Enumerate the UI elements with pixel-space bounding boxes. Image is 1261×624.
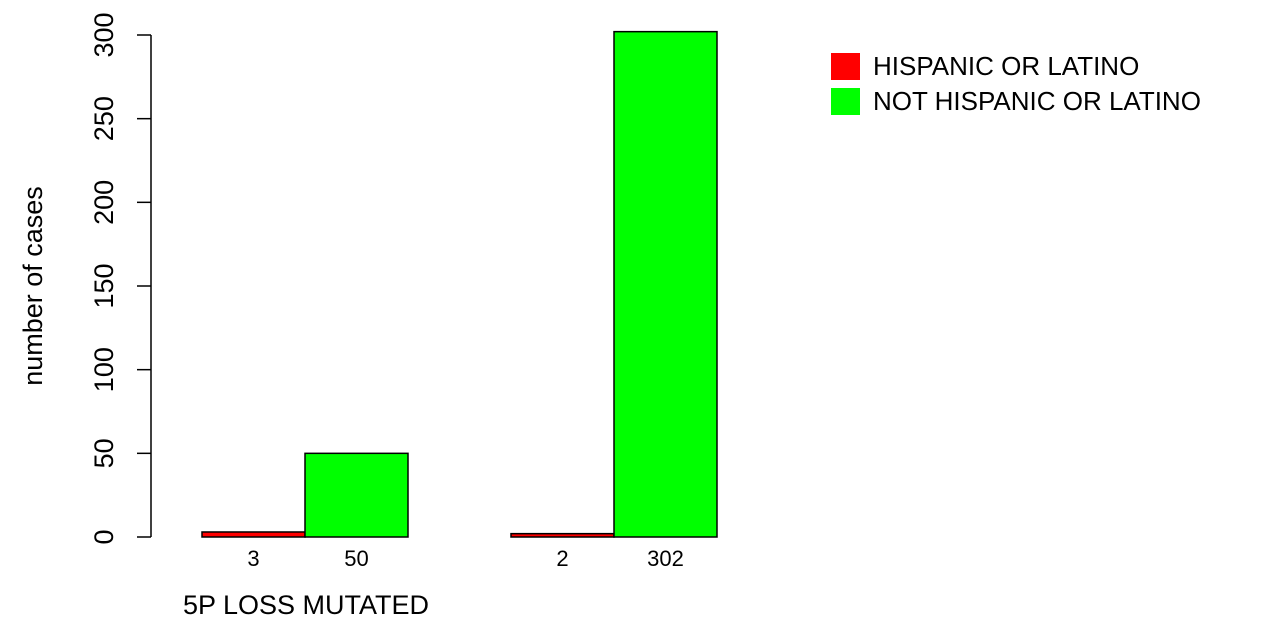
bar-count-label: 2	[556, 546, 568, 571]
bar-count-label: 3	[247, 546, 259, 571]
bar-count-label: 50	[344, 546, 368, 571]
y-tick-label: 0	[89, 529, 119, 544]
bars	[201, 30, 718, 538]
legend-swatch-not-hispanic	[831, 88, 860, 115]
bar	[304, 452, 409, 538]
legend-label-hispanic: HISPANIC OR LATINO	[873, 51, 1139, 81]
y-axis: 0 50 100 150 200 250 300	[89, 12, 152, 545]
bar	[201, 531, 306, 538]
x-axis-title: 5P LOSS MUTATED	[183, 590, 429, 619]
y-tick-label: 100	[89, 347, 119, 392]
y-axis-title: number of cases	[18, 186, 48, 386]
bar-count-label: 302	[647, 546, 684, 571]
y-tick-label: 300	[89, 12, 119, 57]
y-tick-label: 150	[89, 263, 119, 308]
count-labels: 3 50 2 302	[247, 546, 683, 571]
bar	[613, 30, 718, 538]
legend: HISPANIC OR LATINO NOT HISPANIC OR LATIN…	[831, 51, 1201, 116]
bar	[510, 532, 615, 538]
legend-label-not-hispanic: NOT HISPANIC OR LATINO	[873, 86, 1201, 116]
legend-swatch-hispanic	[831, 53, 860, 80]
y-tick-label: 250	[89, 96, 119, 141]
y-tick-label: 200	[89, 180, 119, 225]
y-tick-label: 50	[89, 438, 119, 468]
